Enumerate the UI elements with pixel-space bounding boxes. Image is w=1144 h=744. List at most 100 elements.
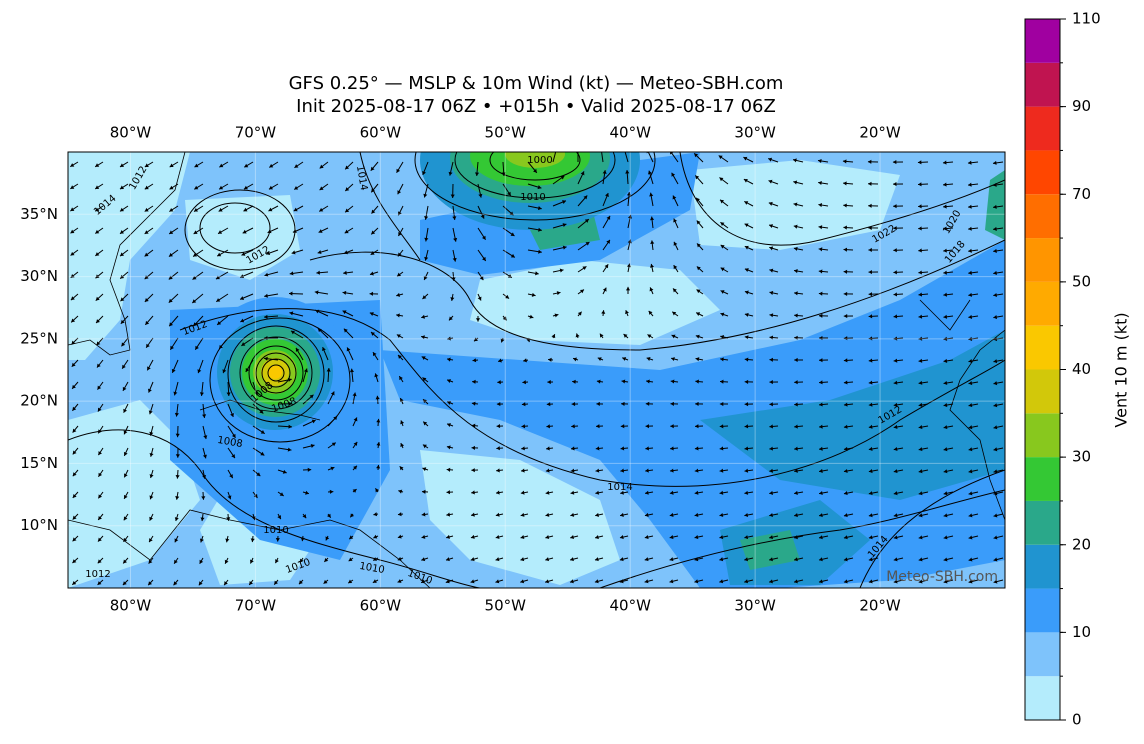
wind-arrow-head	[119, 185, 124, 190]
wind-arrow-head	[720, 199, 725, 204]
wind-arrow-head	[769, 224, 773, 229]
colorbar-tick-label: 30	[1072, 448, 1091, 466]
x-tick-label-bottom: 20°W	[859, 597, 901, 615]
wind-arrow-head	[471, 423, 476, 428]
wind-arrow-head	[526, 338, 531, 343]
wind-arrow-head	[329, 489, 334, 494]
colorbar-bin	[1025, 62, 1060, 107]
wind-arrow-head	[819, 446, 823, 451]
wind-arrow-head	[670, 152, 674, 155]
wind-arrow-head	[968, 336, 973, 342]
wind-arrow-head	[794, 357, 798, 363]
wind-arrow-head	[70, 163, 75, 167]
wind-arrow-head	[448, 171, 453, 176]
colorbar-bin	[1025, 457, 1060, 501]
wind-arrow-head	[169, 207, 174, 212]
wind-arrow-head	[422, 377, 427, 382]
wind-arrow-head	[193, 322, 198, 327]
wind-arrow-head	[193, 252, 198, 257]
wind-arrow-head	[545, 490, 550, 495]
wind-arrow-head	[343, 250, 348, 255]
wind-arrow-head	[744, 468, 749, 473]
wind-arrow-head	[452, 216, 457, 220]
wind-arrow-head	[269, 163, 274, 168]
wind-arrow-head	[371, 209, 376, 214]
wind-arrow-head	[943, 314, 948, 319]
wind-arrow-head	[620, 468, 625, 473]
wind-arrow-head	[893, 424, 898, 429]
wind-arrow-head	[893, 535, 898, 540]
wind-arrow-head	[396, 168, 401, 173]
wind-arrow-head	[669, 579, 674, 584]
isobar-label: 1014	[607, 482, 632, 493]
wind-arrow-head	[121, 342, 126, 347]
wind-arrow-head	[231, 433, 236, 438]
wind-arrow-head	[918, 491, 923, 496]
wind-arrow-head	[123, 451, 128, 456]
wind-arrow-head	[319, 207, 324, 212]
axes: 80°W 80°W 70°W 70°W 60°W 60°W 50°W 50°W 40°W 40°W…	[20, 124, 901, 615]
wind-arrow-head	[445, 579, 450, 584]
wind-arrow-head	[648, 310, 653, 315]
wind-arrow-head	[372, 352, 377, 357]
wind-arrow-head	[423, 193, 428, 198]
wind-arrow-head	[943, 336, 948, 341]
wind-arrow-head	[793, 158, 797, 163]
wind-arrow-head	[315, 309, 320, 314]
wind-arrow-head	[744, 268, 749, 273]
wind-arrow-head	[868, 402, 873, 407]
wind-arrow-head	[626, 263, 631, 268]
wind-arrow-head	[843, 314, 848, 319]
wind-arrow-head	[602, 287, 607, 292]
wind-arrow-head	[968, 314, 973, 319]
wind-arrow-head	[98, 515, 102, 520]
wind-arrow-head	[696, 266, 701, 271]
wind-arrow-head	[943, 226, 947, 231]
wind-arrow-head	[545, 512, 550, 517]
wind-arrow-head	[993, 447, 998, 452]
wind-arrow-head	[843, 336, 848, 341]
wind-arrow-head	[241, 251, 246, 256]
wind-arrow-head	[696, 289, 701, 294]
wind-arrow-head	[625, 170, 630, 174]
isobar-label: 1010	[358, 561, 385, 576]
wind-arrow-head	[496, 402, 501, 407]
wind-arrow-head	[794, 535, 798, 540]
wind-arrow-head	[596, 379, 601, 384]
wind-arrow-head	[144, 185, 149, 190]
wind-arrow-head	[769, 424, 773, 429]
wind-arrow-head	[496, 490, 500, 495]
wind-arrow-head	[260, 451, 265, 456]
wind-arrow-head	[174, 559, 178, 564]
wind-arrow-head	[720, 290, 725, 294]
wind-arrow-head	[330, 391, 335, 396]
wind-arrow-head	[585, 242, 590, 246]
wind-arrow-head	[562, 223, 567, 228]
wind-arrow-head	[918, 226, 922, 231]
wind-arrow-head	[472, 358, 477, 363]
wind-arrow-head	[696, 220, 701, 225]
wind-arrow-head	[373, 512, 378, 517]
wind-arrow-head	[342, 290, 347, 295]
wind-arrow-head	[968, 204, 972, 209]
wind-arrow-head	[314, 290, 319, 295]
wind-arrow-head	[123, 516, 128, 521]
wind-arrow-head	[694, 579, 699, 584]
x-tick-label-bottom: 40°W	[609, 597, 651, 615]
wind-arrow-head	[319, 164, 324, 169]
wind-arrow-head	[843, 402, 848, 407]
wind-arrow-head	[623, 334, 628, 338]
wind-arrow-head	[72, 493, 77, 498]
wind-arrow-head	[818, 247, 823, 252]
wind-arrow-head	[671, 172, 676, 177]
wind-arrow-head	[794, 424, 798, 429]
wind-arrow-head	[194, 185, 199, 190]
wind-arrow-head	[918, 469, 923, 474]
wind-arrow-head	[554, 313, 559, 318]
wind-arrow-head	[264, 293, 268, 298]
wind-arrow-head	[695, 401, 699, 406]
wind-arrow-head	[507, 191, 511, 196]
wind-arrow-head	[744, 446, 749, 451]
wind-arrow-head	[644, 512, 649, 517]
wind-arrow-head	[673, 218, 678, 223]
